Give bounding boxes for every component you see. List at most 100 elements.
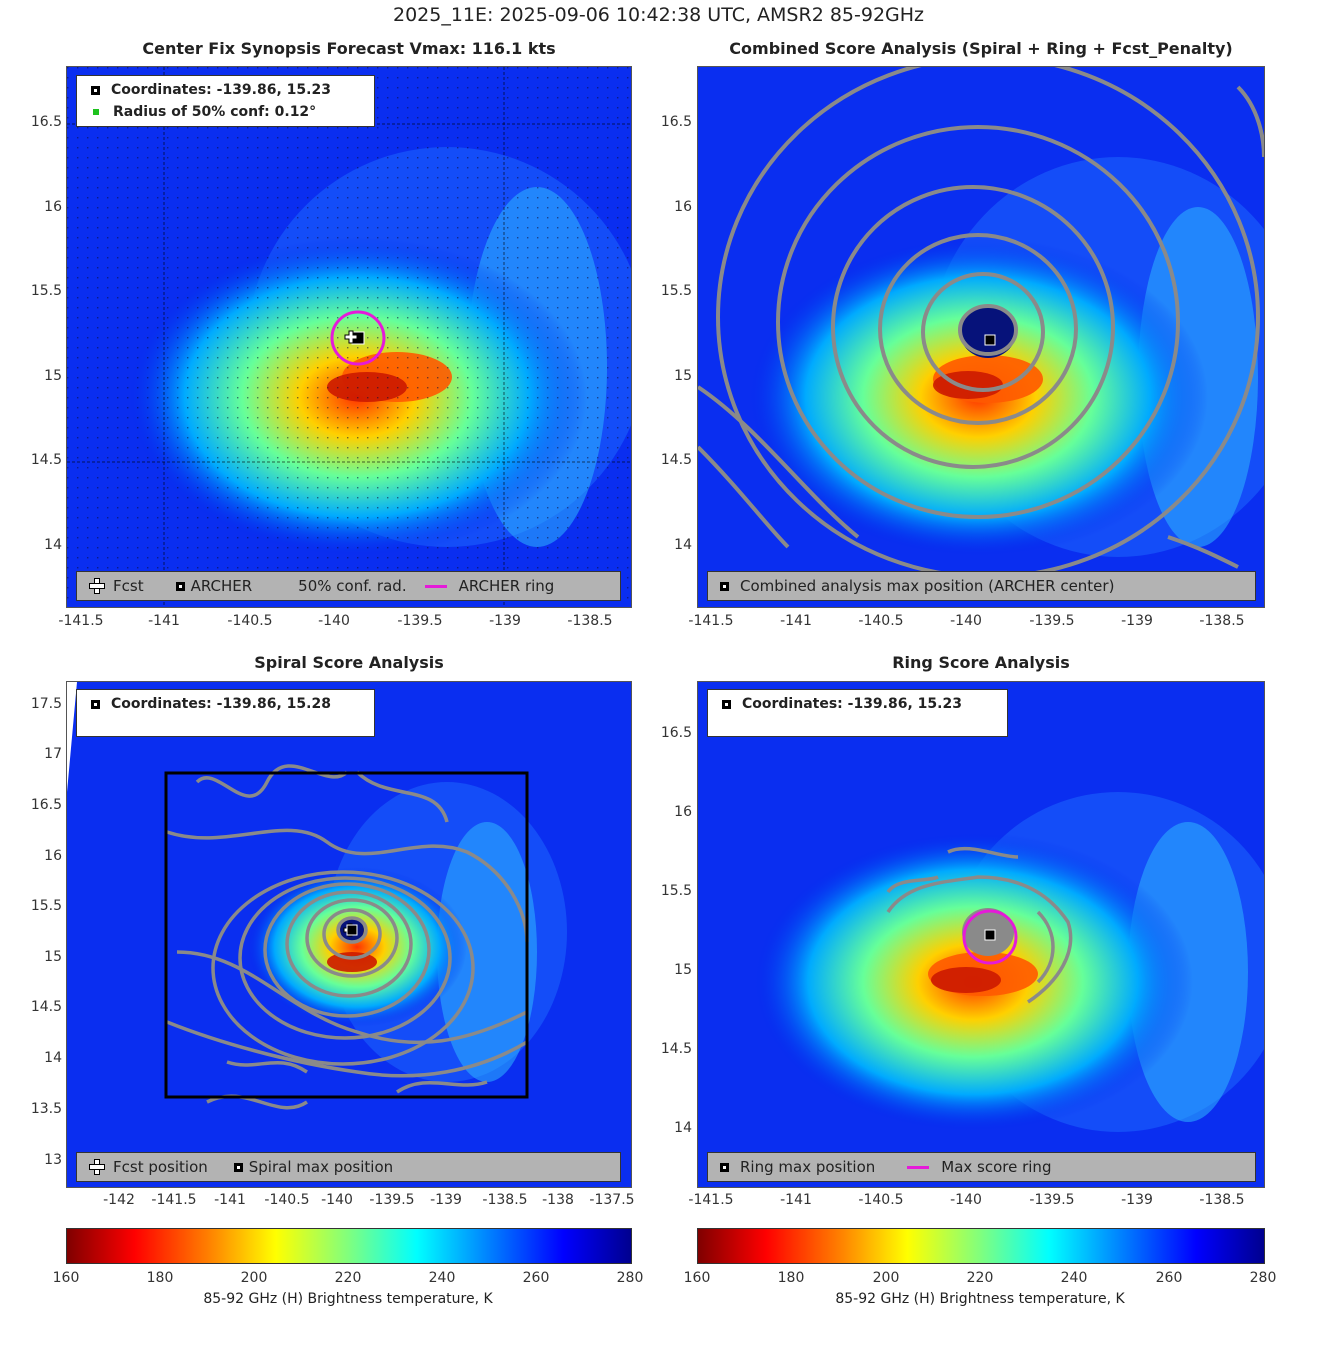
ring-max-icon: [720, 1162, 729, 1172]
synopsis-ytick: 16.5: [30, 114, 62, 130]
synopsis-xtick: -139.5: [397, 613, 443, 629]
cb-right-tick: 220: [966, 1270, 994, 1286]
cb-left-tick: 260: [522, 1270, 550, 1286]
combined-ytick: 16: [674, 199, 692, 215]
ring-coordinates: Coordinates: -139.86, 15.23: [742, 696, 962, 712]
ring-legend: Ring max position Max score ring: [707, 1152, 1256, 1182]
ring-ytick: 16: [674, 804, 692, 820]
ring-xtick: -138.5: [1199, 1192, 1245, 1208]
legend-spiral-fcst: Fcst position: [113, 1158, 208, 1176]
spiral-image: [67, 682, 631, 1187]
legend-combined-max: Combined analysis max position (ARCHER c…: [740, 577, 1115, 595]
spiral-coordinates: Coordinates: -139.86, 15.28: [111, 696, 331, 712]
spiral-ytick: 15: [44, 949, 62, 965]
combined-image: [698, 67, 1264, 607]
colorbar-right: [697, 1228, 1265, 1264]
spiral-legend: Fcst position Spiral max position: [76, 1152, 621, 1182]
ring-ytick: 15.5: [660, 883, 692, 899]
synopsis-ytick: 15.5: [30, 283, 62, 299]
synopsis-xtick: -141: [148, 613, 180, 629]
spiral-max-marker: [346, 924, 358, 936]
spiral-search-box: [164, 771, 529, 1099]
synopsis-panel: [66, 66, 632, 608]
synopsis-ytick: 14: [44, 537, 62, 553]
cb-left-tick: 280: [616, 1270, 644, 1286]
spiral-ytick: 17: [44, 746, 62, 762]
legend-spiral-max: Spiral max position: [248, 1158, 394, 1176]
combined-ytick: 15.5: [660, 283, 692, 299]
legend-ring-max: Ring max position: [740, 1158, 876, 1176]
figure-title: 2025_11E: 2025-09-06 10:42:38 UTC, AMSR2…: [392, 4, 925, 26]
ring-line-icon: [424, 584, 447, 588]
synopsis-legend: Fcst ARCHER 50% conf. rad. ARCHER ring: [76, 571, 621, 601]
ring-xtick: -141.5: [688, 1192, 734, 1208]
spiral-info-box: Coordinates: -139.86, 15.28: [76, 689, 375, 737]
spiral-xtick: -140.5: [264, 1192, 310, 1208]
spiral-ytick: 14: [44, 1050, 62, 1066]
synopsis-ytick: 14.5: [30, 452, 62, 468]
ring-ytick: 15: [674, 962, 692, 978]
ring-xtick: -140: [950, 1192, 982, 1208]
combined-ytick: 14: [674, 537, 692, 553]
conf-dot-icon: [93, 109, 99, 115]
spiral-ytick: 13.5: [30, 1101, 62, 1117]
synopsis-info-box: Coordinates: -139.86, 15.23 Radius of 50…: [76, 75, 375, 127]
ring-image: [698, 682, 1264, 1187]
combined-ytick: 15: [674, 368, 692, 384]
combined-xtick: -140.5: [858, 613, 904, 629]
spiral-xtick: -139.5: [369, 1192, 415, 1208]
ring-info-box: Coordinates: -139.86, 15.23: [707, 689, 1008, 737]
fcst-plus-icon: [89, 578, 105, 594]
cb-left-tick: 160: [52, 1270, 80, 1286]
spiral-xtick: -138: [542, 1192, 574, 1208]
ring-ytick: 16.5: [660, 725, 692, 741]
fcst-marker: [344, 330, 358, 344]
spiral-ytick: 16.5: [30, 797, 62, 813]
spiral-marker-icon: [91, 699, 100, 709]
cb-right-tick: 160: [683, 1270, 711, 1286]
spiral-ytick: 15.5: [30, 898, 62, 914]
ring-xtick: -141: [780, 1192, 812, 1208]
synopsis-ytick: 15: [44, 368, 62, 384]
archer-marker-icon: [91, 85, 100, 95]
combined-panel: [697, 66, 1265, 608]
cb-left-tick: 240: [428, 1270, 456, 1286]
combined-legend: Combined analysis max position (ARCHER c…: [707, 571, 1256, 601]
ring-ytick: 14.5: [660, 1041, 692, 1057]
combined-xtick: -140: [950, 613, 982, 629]
legend-archer: ARCHER: [190, 577, 253, 595]
combined-xtick: -141.5: [688, 613, 734, 629]
cb-right-tick: 280: [1249, 1270, 1277, 1286]
ring-ytick: 14: [674, 1120, 692, 1136]
spiral-xtick: -140: [321, 1192, 353, 1208]
synopsis-title: Center Fix Synopsis Forecast Vmax: 116.1…: [142, 39, 556, 58]
ring-panel: [697, 681, 1265, 1188]
combined-ytick: 16.5: [660, 114, 692, 130]
legend-ring-score: Max score ring: [941, 1158, 1052, 1176]
spiral-xtick: -142: [103, 1192, 135, 1208]
ring-marker-icon: [722, 699, 731, 709]
ring-xtick: -140.5: [858, 1192, 904, 1208]
synopsis-xtick: -140.5: [227, 613, 273, 629]
ring-xtick: -139.5: [1029, 1192, 1075, 1208]
combined-title: Combined Score Analysis (Spiral + Ring +…: [729, 39, 1233, 58]
synopsis-xtick: -139: [489, 613, 521, 629]
colorbar-left-label: 85-92 GHz (H) Brightness temperature, K: [203, 1291, 493, 1307]
spiral-xtick: -141.5: [151, 1192, 197, 1208]
ring-max-ring: [962, 909, 1018, 965]
ring-max-marker: [984, 929, 996, 941]
cb-right-tick: 240: [1060, 1270, 1088, 1286]
spiral-title: Spiral Score Analysis: [254, 653, 444, 672]
combined-max-icon: [720, 581, 729, 591]
spiral-ytick: 13: [44, 1152, 62, 1168]
combined-xtick: -139.5: [1029, 613, 1075, 629]
spiral-ytick: 14.5: [30, 999, 62, 1015]
combined-max-marker: [984, 334, 996, 346]
spiral-xtick: -138.5: [482, 1192, 528, 1208]
synopsis-xtick: -138.5: [567, 613, 613, 629]
synopsis-xtick: -141.5: [58, 613, 104, 629]
cb-left-tick: 200: [240, 1270, 268, 1286]
legend-conf: 50% conf. rad.: [298, 577, 407, 595]
colorbar-left: [66, 1228, 632, 1264]
cb-right-tick: 180: [777, 1270, 805, 1286]
